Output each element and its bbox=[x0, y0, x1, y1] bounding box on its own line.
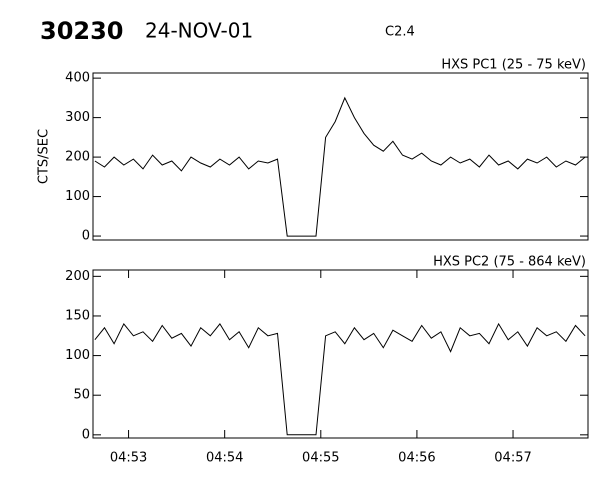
x-tick-label: 04:57 bbox=[494, 451, 531, 466]
y-tick-label: 200 bbox=[65, 150, 90, 165]
flare-class: C2.4 bbox=[385, 25, 415, 40]
y-tick-label: 400 bbox=[65, 71, 90, 86]
data-line bbox=[94, 96, 586, 237]
y-tick-label: 300 bbox=[65, 110, 90, 125]
y-tick-label: 0 bbox=[82, 229, 90, 244]
y-tick-label: 150 bbox=[65, 308, 90, 323]
event-date: 24-NOV-01 bbox=[145, 19, 253, 43]
x-tick-label: 04:55 bbox=[302, 451, 339, 466]
plot-frame bbox=[92, 72, 589, 241]
y-tick-label: 0 bbox=[82, 427, 90, 442]
x-tick-label: 04:53 bbox=[110, 451, 147, 466]
x-tick-label: 04:56 bbox=[398, 451, 435, 466]
y-tick-label: 50 bbox=[73, 388, 90, 403]
panel-title: HXS PC1 (25 - 75 keV) bbox=[441, 58, 586, 73]
x-tick-label: 04:54 bbox=[206, 451, 243, 466]
event-id: 30230 bbox=[40, 17, 124, 45]
data-line bbox=[94, 322, 586, 436]
y-tick-label: 200 bbox=[65, 269, 90, 284]
y-tick-label: 100 bbox=[65, 189, 90, 204]
plot-frame bbox=[92, 269, 589, 439]
y-axis-label: CTS/SEC bbox=[37, 129, 52, 184]
y-tick-label: 100 bbox=[65, 348, 90, 363]
panel-title: HXS PC2 (75 - 864 keV) bbox=[433, 255, 586, 270]
